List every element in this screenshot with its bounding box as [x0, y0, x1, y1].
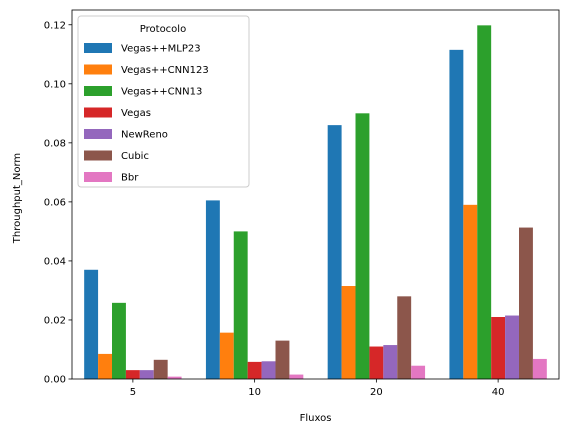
x-tick-label: 10 — [248, 387, 261, 398]
bar-vegas-mlp23-40 — [449, 49, 464, 379]
bar-bbr-40 — [532, 358, 547, 379]
legend-frame — [77, 15, 250, 188]
bar-vegas-5 — [125, 370, 140, 379]
bar-newreno-5 — [139, 370, 154, 379]
bar-newreno-20 — [383, 345, 398, 379]
bar-vegas-cnn13-10 — [233, 231, 248, 379]
legend: Protocolo Vegas++MLP23Vegas++CNN123Vegas… — [77, 15, 250, 188]
y-tick-label: 0.04 — [44, 257, 66, 268]
bar-vegas-cnn13-20 — [355, 113, 370, 379]
bar-newreno-40 — [505, 315, 519, 379]
y-tick-label: 0.12 — [44, 20, 66, 31]
legend-label: Vegas++CNN123 — [121, 65, 209, 76]
y-tick-label: 0.10 — [44, 79, 66, 90]
x-tick-label: 40 — [492, 387, 505, 398]
x-tick-label: 5 — [130, 387, 136, 398]
bar-cubic-20 — [397, 296, 412, 379]
x-axis-label: Fluxos — [300, 413, 332, 424]
bar-vegas-10 — [247, 361, 262, 379]
bar-bbr-10 — [289, 374, 304, 379]
legend-label: Bbr — [121, 173, 139, 184]
bar-bbr-20 — [411, 365, 426, 379]
legend-title: Protocolo — [140, 24, 186, 35]
bar-vegas-mlp23-5 — [84, 269, 99, 379]
legend-swatch — [84, 43, 112, 53]
axes-group: 0.00 0.02 0.04 0.06 0.08 0.10 0.12 5 10 20 40 — [44, 9, 560, 398]
bars-group — [84, 25, 547, 379]
legend-label: Cubic — [121, 151, 149, 162]
bar-cubic-5 — [153, 359, 168, 379]
bar-vegas-cnn123-20 — [341, 286, 356, 379]
legend-swatch — [84, 64, 112, 75]
legend-label: NewReno — [121, 130, 168, 141]
legend-label: Vegas++MLP23 — [121, 44, 201, 55]
bar-vegas-cnn123-10 — [219, 332, 234, 379]
bar-vegas-20 — [369, 346, 384, 379]
legend-swatch — [84, 107, 112, 118]
plot-frame — [71, 9, 560, 380]
bar-newreno-10 — [261, 361, 276, 379]
bar-cubic-40 — [519, 227, 533, 379]
legend-label: Vegas++CNN13 — [121, 87, 202, 98]
bar-bbr-5 — [167, 376, 182, 379]
y-axis-label: Throughput_Norm — [12, 153, 23, 244]
legend-swatch — [84, 86, 112, 96]
bar-vegas-cnn13-40 — [477, 25, 492, 379]
bar-vegas-40 — [491, 317, 506, 379]
y-tick-label: 0.08 — [44, 138, 66, 149]
legend-swatch — [84, 129, 112, 139]
bar-vegas-cnn123-5 — [98, 353, 112, 379]
bar-vegas-mlp23-20 — [327, 125, 342, 379]
x-tick-label: 20 — [370, 387, 383, 398]
bar-vegas-cnn123-40 — [463, 204, 478, 379]
legend-swatch — [84, 150, 112, 161]
legend-items: Vegas++MLP23 Vegas++CNN123 Vegas++CNN13 Veg… — [84, 43, 209, 184]
bar-vegas-cnn13-5 — [112, 302, 126, 379]
legend-label: Vegas — [121, 108, 151, 119]
y-tick-label: 0.06 — [44, 197, 66, 208]
bar-cubic-10 — [275, 340, 290, 379]
bar-vegas-mlp23-10 — [205, 200, 220, 379]
legend-swatch — [84, 172, 112, 182]
y-tick-label: 0.02 — [44, 316, 66, 327]
y-tick-label: 0.00 — [44, 375, 66, 386]
